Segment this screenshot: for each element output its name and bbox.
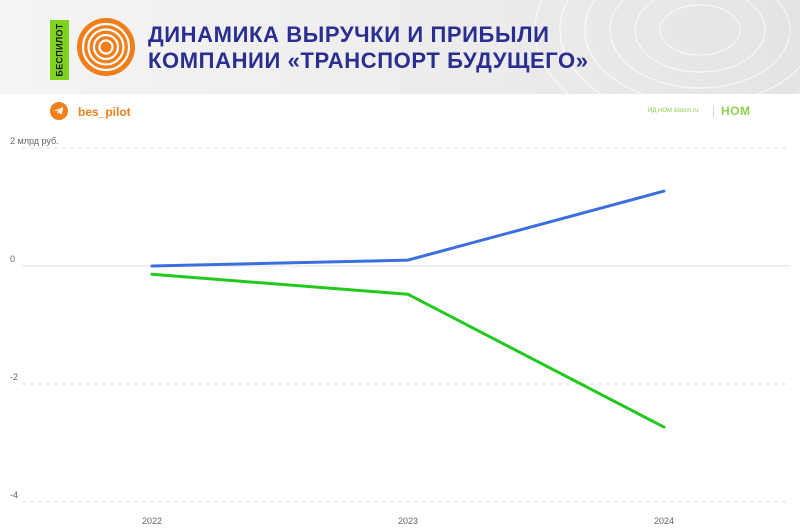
decorative-waves	[534, 0, 800, 94]
x-axis: 2022 2023 2024	[142, 516, 674, 526]
channel-handle[interactable]: bes_pilot	[78, 105, 131, 119]
telegram-icon[interactable]	[50, 102, 68, 120]
title-line-2: КОМПАНИИ «ТРАНСПОРТ БУДУЩЕГО»	[148, 48, 589, 73]
y-tick-label: -2	[10, 372, 18, 382]
source-logo: НОМ	[721, 104, 751, 118]
channel-bar: bes_pilot ИД НОМ ildoom.ru НОМ	[0, 94, 800, 128]
line-chart: 2 млрд руб. 0 -2 -4 2022 2023 2024	[10, 136, 790, 526]
brand-tag-text: БЕСПИЛОТ	[54, 23, 65, 77]
header-banner: БЕСПИЛОТ ДИНАМИКА ВЫРУЧКИ И ПРИБЫЛИ КОМП…	[0, 0, 800, 94]
series-layer	[150, 189, 666, 429]
y-tick-label: 2 млрд руб.	[10, 136, 59, 146]
y-tick-label: 0	[10, 254, 15, 264]
grid-layer	[22, 147, 790, 503]
target-logo-icon	[77, 18, 135, 76]
series-line-1	[150, 189, 666, 268]
separator	[713, 106, 714, 117]
x-tick-label: 2022	[142, 516, 162, 526]
y-axis: 2 млрд руб. 0 -2 -4	[10, 136, 59, 500]
source-text: ИД НОМ ildoom.ru	[648, 108, 699, 114]
x-tick-label: 2023	[398, 516, 418, 526]
title-line-1: ДИНАМИКА ВЫРУЧКИ И ПРИБЫЛИ	[148, 22, 550, 47]
page-title: ДИНАМИКА ВЫРУЧКИ И ПРИБЫЛИ КОМПАНИИ «ТРА…	[148, 22, 589, 74]
x-tick-label: 2024	[654, 516, 674, 526]
series-line-2	[150, 272, 666, 429]
brand-tag: БЕСПИЛОТ	[50, 20, 69, 80]
y-tick-label: -4	[10, 490, 18, 500]
